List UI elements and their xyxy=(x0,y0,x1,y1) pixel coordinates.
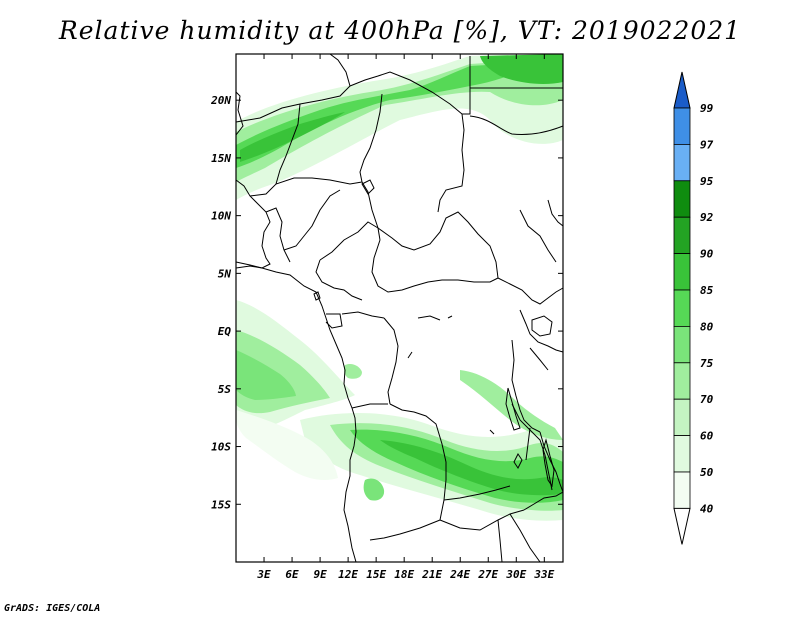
colorbar-segment xyxy=(673,216,691,254)
humidity-west-africa-south xyxy=(236,410,338,480)
colorbar-segment xyxy=(673,253,691,291)
colorbar-segment xyxy=(673,107,691,145)
lake-malawi xyxy=(542,438,555,488)
humidity-west-coast-dark xyxy=(236,350,296,400)
lat-tick-label: 5S xyxy=(218,383,232,396)
lat-tick-label: 20N xyxy=(210,94,231,107)
country-borders xyxy=(235,53,564,563)
lake-victoria xyxy=(531,315,553,337)
colorbar-label: 97 xyxy=(700,138,714,151)
latitude-axis: 20N 15N 10N 5N EQ 5S 10S 15S xyxy=(210,94,563,511)
page-title: Relative humidity at 400hPa [%], VT: 201… xyxy=(58,16,742,45)
lon-tick-label: 33E xyxy=(533,568,554,581)
colorbar-label: 75 xyxy=(700,357,714,370)
colorbar-segment xyxy=(673,398,691,437)
colorbar-label: 80 xyxy=(700,320,714,333)
lakes xyxy=(313,179,555,488)
lake-chad xyxy=(361,179,375,195)
river-congo-marks xyxy=(407,315,495,435)
map-frame xyxy=(235,53,564,563)
colorbar-label: 60 xyxy=(700,430,714,443)
lon-tick-label: 27E xyxy=(477,568,498,581)
lon-tick-label: 6E xyxy=(285,568,299,581)
lon-tick-label: 12E xyxy=(338,568,358,581)
colorbar-bottom-arrow xyxy=(673,507,691,545)
lon-tick-label: 24E xyxy=(449,568,470,581)
colorbar-segment xyxy=(673,435,691,473)
humidity-angola-lobe xyxy=(363,478,385,501)
island-bioko xyxy=(313,291,321,301)
colorbar-label: 70 xyxy=(700,393,714,406)
lat-tick-label: EQ xyxy=(218,325,232,338)
humidity-small-blob xyxy=(344,363,362,379)
footer-credit: GrADS: IGES/COLA xyxy=(4,603,101,614)
humidity-shading xyxy=(236,54,563,521)
lat-tick-label: 10S xyxy=(211,441,231,454)
humidity-band-north-core xyxy=(240,112,345,162)
colorbar-label: 99 xyxy=(700,102,714,115)
lon-tick-label: 30E xyxy=(505,568,526,581)
lon-tick-label: 9E xyxy=(313,568,327,581)
colorbar-segment xyxy=(673,471,691,509)
great-lakes-border xyxy=(511,339,541,433)
lat-tick-label: 5N xyxy=(218,267,232,280)
colorbar-segment xyxy=(673,180,691,218)
lake-tanganyika xyxy=(505,387,521,431)
coastline-gulf-of-guinea xyxy=(235,265,353,409)
colorbar-label: 40 xyxy=(700,502,714,515)
lat-tick-label: 15S xyxy=(211,498,231,511)
colorbar: 99 97 95 92 90 85 80 75 70 60 50 40 xyxy=(673,71,714,545)
lon-tick-label: 15E xyxy=(366,568,386,581)
lon-tick-label: 3E xyxy=(256,568,271,581)
colorbar-label: 95 xyxy=(700,175,714,188)
lake-mweru xyxy=(513,453,523,469)
colorbar-label: 85 xyxy=(700,284,714,297)
coastline-west-africa xyxy=(235,91,244,136)
colorbar-label: 92 xyxy=(700,211,714,224)
humidity-band-north-mid xyxy=(236,58,563,182)
colorbar-top-arrow xyxy=(673,71,691,109)
colorbar-segment xyxy=(673,289,691,327)
longitude-axis: 3E 6E 9E 12E 15E 18E 21E 24E 27E 30E 33E xyxy=(256,54,555,581)
lat-tick-label: 10N xyxy=(211,210,231,223)
border-sahel xyxy=(235,53,351,123)
lat-tick-label: 15N xyxy=(211,152,231,165)
lon-tick-label: 18E xyxy=(394,568,414,581)
colorbar-label: 50 xyxy=(700,466,714,479)
humidity-band-south-core xyxy=(380,440,563,496)
colorbar-segment xyxy=(673,362,691,400)
lon-tick-label: 21E xyxy=(421,568,442,581)
colorbar-segment xyxy=(673,143,691,182)
humidity-northeast-blob xyxy=(480,54,563,84)
humidity-east-central xyxy=(460,370,563,440)
colorbar-segment xyxy=(673,325,691,364)
colorbar-label: 90 xyxy=(700,248,714,261)
